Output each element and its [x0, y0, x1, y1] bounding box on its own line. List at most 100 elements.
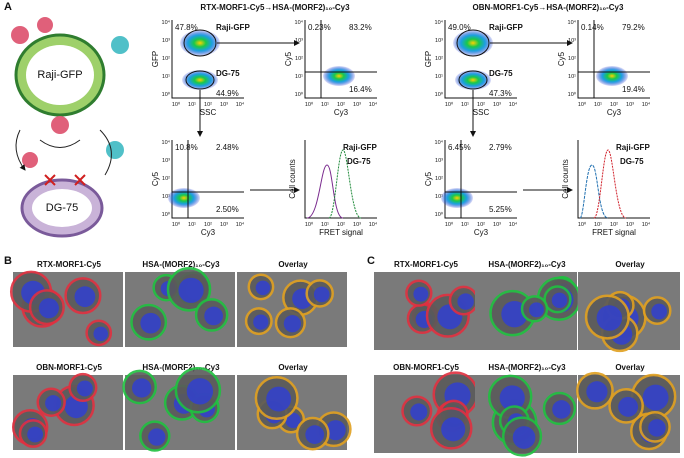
axes — [444, 20, 517, 99]
nucleus — [305, 425, 325, 444]
density-blob — [455, 70, 491, 90]
axis-label: Cy3 — [474, 228, 489, 237]
tick-label: 10² — [477, 222, 485, 228]
axis-label: Cy5 — [151, 171, 160, 186]
tick-label: 10² — [435, 56, 443, 62]
group-title: OBN-MORF1-Cy5→HSA-(MORF2)₁₀-Cy3 — [473, 3, 624, 12]
tick-label: 10⁴ — [162, 19, 171, 26]
axes — [444, 140, 517, 219]
cell-label: DG-75 — [46, 202, 78, 214]
label: 0.23% — [308, 23, 331, 32]
tick-label: 10⁴ — [509, 101, 518, 108]
axis-label: Cy3 — [334, 108, 349, 117]
axes — [577, 20, 650, 99]
legend-entry: Raji-GFP — [616, 143, 650, 152]
nucleus — [499, 385, 525, 411]
nucleus — [140, 312, 162, 334]
nucleus — [204, 306, 223, 326]
image-caption: RTX-MORF1-Cy5 — [37, 260, 102, 269]
tick-label: 10¹ — [461, 102, 469, 108]
axis-label: FRET signal — [319, 228, 363, 237]
histogram-curve — [306, 164, 344, 219]
nucleus — [529, 302, 544, 318]
label: 47.8% — [175, 23, 198, 32]
cell-diagram — [11, 17, 129, 238]
nucleus — [410, 403, 428, 421]
tick-label: 10² — [295, 56, 303, 62]
label: 6.45% — [448, 143, 471, 152]
tick-label: 10³ — [626, 102, 634, 108]
legend-entry: DG-75 — [620, 157, 644, 166]
tick-label: 10² — [162, 56, 170, 62]
gate — [185, 70, 215, 90]
tick-label: 10¹ — [594, 102, 602, 108]
tick-label: 10⁰ — [568, 91, 577, 98]
label: 44.9% — [216, 89, 239, 98]
density-blob — [596, 66, 628, 86]
nucleus — [313, 286, 330, 303]
nucleus — [642, 384, 669, 411]
tick-label: 10⁴ — [568, 19, 577, 26]
nucleus — [457, 293, 474, 310]
nucleus — [551, 292, 568, 309]
tick-label: 10¹ — [295, 74, 303, 80]
tick-label: 10⁰ — [295, 91, 304, 98]
tick-label: 10¹ — [162, 74, 170, 80]
density-blob — [168, 188, 200, 208]
tick-label: 10² — [337, 102, 345, 108]
tick-label: 10⁴ — [435, 139, 444, 146]
nucleus — [148, 428, 166, 446]
tick-label: 10³ — [435, 158, 443, 164]
image-caption: OBN-MORF1-Cy5 — [393, 363, 459, 372]
cell-label: Raji-GFP — [37, 69, 82, 81]
nucleus — [413, 286, 429, 302]
tick-label: 10⁴ — [435, 19, 444, 26]
nucleus — [93, 326, 109, 342]
tick-label: 10⁴ — [369, 101, 378, 108]
tick-label: 10⁰ — [162, 211, 171, 218]
tick-label: 10¹ — [435, 74, 443, 80]
axis-label: Cell counts — [561, 159, 570, 199]
tick-label: 10² — [435, 176, 443, 182]
tick-label: 10² — [337, 222, 345, 228]
tick-label: 10³ — [220, 102, 228, 108]
nucleus — [45, 395, 62, 412]
panel-label: B — [4, 255, 12, 267]
tick-label: 10² — [162, 176, 170, 182]
tick-label: 10¹ — [321, 222, 329, 228]
legend-entry: Raji-GFP — [343, 143, 377, 152]
axis-label: Cy5 — [284, 51, 293, 66]
label: 19.4% — [622, 85, 645, 94]
population-label: Raji-GFP — [489, 23, 523, 32]
population-label: DG-75 — [216, 69, 240, 78]
label: 2.79% — [489, 143, 512, 152]
axis-label: Cell counts — [288, 159, 297, 199]
nucleus — [552, 400, 571, 419]
label: 5.25% — [489, 205, 512, 214]
population-label: DG-75 — [489, 69, 513, 78]
axis-label: Cy3 — [607, 108, 622, 117]
image-caption: RTX-MORF1-Cy5 — [394, 260, 459, 269]
nucleus — [38, 298, 59, 319]
image-caption: HSA-(MORF2)₁₀-Cy3 — [488, 260, 566, 269]
nucleus — [618, 396, 639, 417]
label: 47.3% — [489, 89, 512, 98]
nucleus — [285, 412, 301, 429]
density-blob — [180, 30, 220, 56]
nucleus — [283, 315, 302, 333]
tick-label: 10⁰ — [445, 101, 454, 108]
axis-label: Cy3 — [201, 228, 216, 237]
label: 16.4% — [349, 85, 372, 94]
axis-label: SSC — [473, 108, 490, 117]
density-blob — [182, 70, 218, 90]
gate — [456, 29, 490, 57]
tick-label: 10¹ — [435, 194, 443, 200]
population-label: Raji-GFP — [216, 23, 250, 32]
panel-label: C — [367, 255, 375, 267]
histogram-curve — [593, 149, 627, 219]
tick-label: 10² — [610, 102, 618, 108]
axis-label: Cy5 — [424, 171, 433, 186]
axis-label: FRET signal — [592, 228, 636, 237]
tick-label: 10¹ — [568, 74, 576, 80]
nucleus — [648, 419, 666, 437]
